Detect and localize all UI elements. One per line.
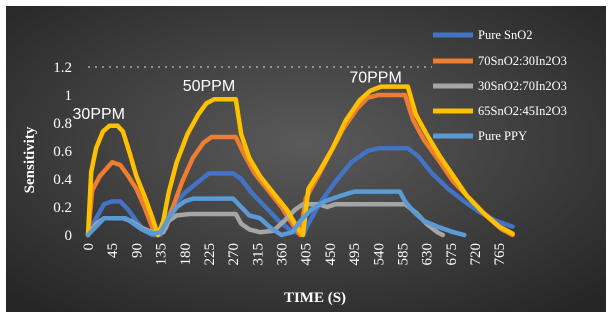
- chart-background: [6, 6, 606, 312]
- x-tick-label: 180: [178, 243, 194, 266]
- legend-label: 70SnO2:30In2O3: [478, 54, 567, 68]
- x-axis-title: TIME (S): [284, 290, 346, 306]
- legend-label: Pure PPY: [478, 129, 527, 143]
- concentration-annotation: 70PPM: [349, 70, 401, 87]
- y-tick-label: 0.2: [53, 200, 72, 216]
- x-tick-label: 405: [299, 243, 315, 266]
- y-tick-label: 1.2: [53, 60, 72, 76]
- concentration-annotation: 30PPM: [73, 106, 125, 123]
- x-tick-label: 585: [395, 243, 411, 266]
- x-tick-label: 720: [468, 243, 484, 266]
- y-tick-label: 1: [65, 88, 73, 104]
- x-tick-label: 225: [202, 243, 218, 266]
- series-line-2: [85, 92, 515, 238]
- concentration-annotation: 50PPM: [183, 78, 235, 95]
- x-tick-label: 315: [250, 243, 266, 266]
- y-tick-label: 0.4: [53, 172, 72, 188]
- legend-label: 30SnO2:70In2O3: [478, 79, 567, 93]
- x-tick-label: 540: [371, 243, 387, 266]
- legend-label: 65SnO2:45In2O3: [478, 104, 567, 118]
- x-tick-label: 675: [444, 243, 460, 266]
- x-tick-label: 450: [323, 243, 339, 266]
- series-line-1: [85, 145, 515, 238]
- x-tick-label: 765: [492, 243, 508, 266]
- x-tick-label: 135: [154, 243, 170, 266]
- x-tick-label: 360: [275, 243, 291, 266]
- y-tick-label: 0: [65, 228, 73, 244]
- x-tick-label: 630: [420, 243, 436, 266]
- y-tick-label: 0.8: [53, 116, 72, 132]
- y-tick-label: 0.6: [53, 144, 72, 160]
- legend-label: Pure SnO2: [478, 28, 533, 42]
- x-tick-label: 270: [226, 243, 242, 266]
- x-tick-label: 495: [347, 243, 363, 266]
- x-tick-label: 0: [81, 243, 97, 251]
- y-axis-title: Sensitivity: [22, 126, 38, 193]
- x-tick-label: 45: [105, 243, 121, 258]
- series-line-4: [85, 84, 515, 238]
- series-line-5: [85, 189, 467, 238]
- x-tick-label: 90: [129, 243, 145, 258]
